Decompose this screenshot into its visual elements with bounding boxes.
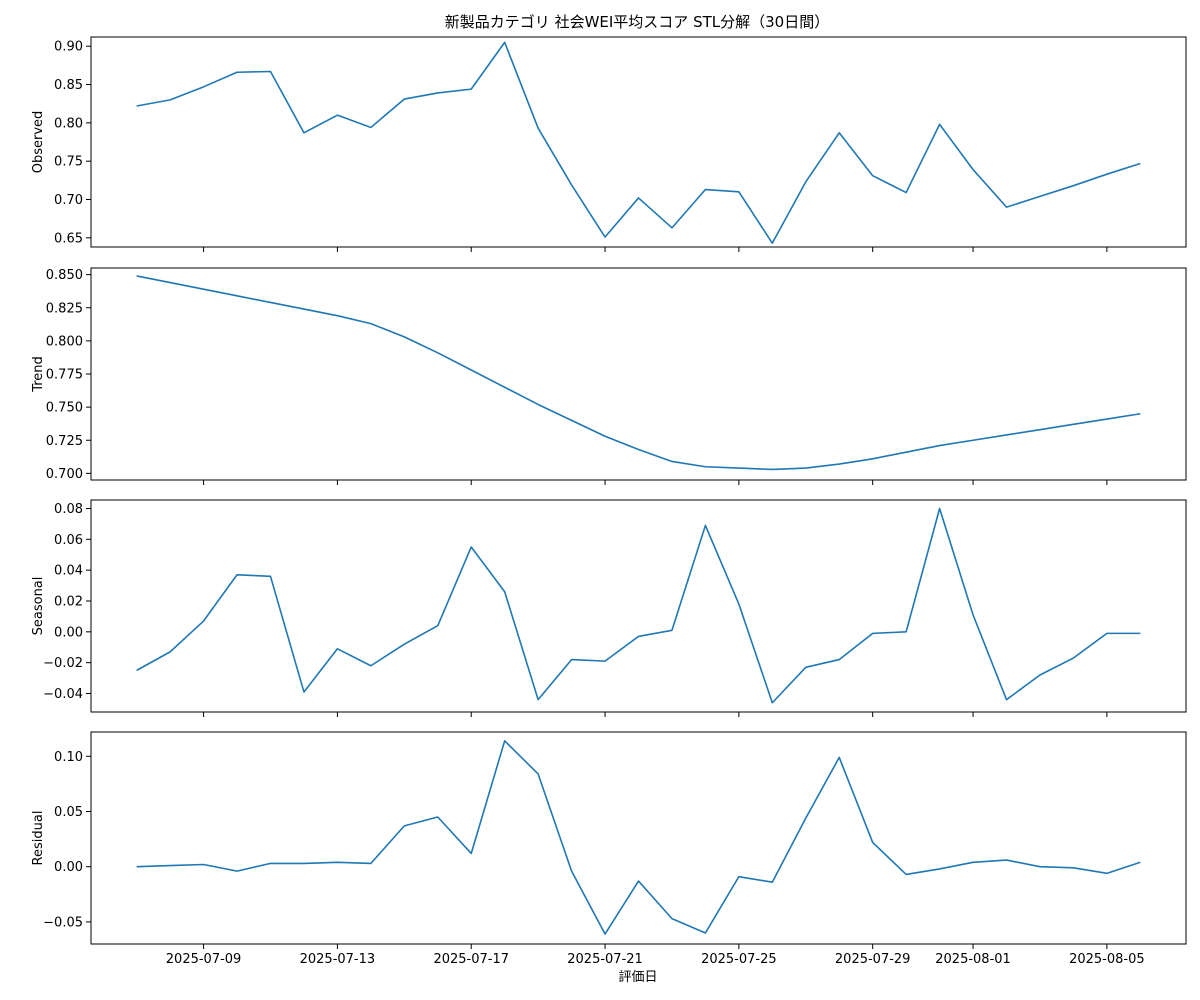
y-tick-label: 0.08 — [54, 502, 83, 517]
panel-frame — [90, 731, 1187, 945]
panel-frame — [90, 499, 1187, 713]
y-tick-label: 0.850 — [46, 268, 83, 283]
panel-frame — [90, 36, 1187, 248]
series-line-trend — [136, 275, 1141, 471]
y-tick-label: 0.90 — [54, 40, 83, 55]
x-tick-label: 2025-08-05 — [1069, 952, 1145, 967]
y-tick-label: 0.65 — [54, 231, 83, 246]
y-tick-label: 0.04 — [54, 564, 83, 579]
y-tick-label: 0.775 — [46, 368, 83, 383]
y-axis-label-seasonal: Seasonal — [31, 577, 46, 636]
y-tick-label: 0.825 — [46, 301, 83, 316]
y-tick-label: 0.750 — [46, 401, 83, 416]
y-tick-label: −0.04 — [43, 687, 83, 702]
y-axis-label-trend: Trend — [31, 356, 46, 393]
y-tick-label: 0.700 — [46, 467, 83, 482]
chart-title: 新製品カテゴリ 社会WEI平均スコア STL分解（30日間） — [445, 13, 829, 31]
x-tick-label: 2025-07-21 — [567, 952, 643, 967]
panel-observed: 0.65 0.70 0.75 0.80 0.85 0.90 Observed — [31, 36, 1187, 252]
x-tick-label: 2025-08-01 — [935, 952, 1011, 967]
y-tick-label: 0.70 — [54, 193, 83, 208]
x-tick-label: 2025-07-17 — [433, 952, 509, 967]
series-line-seasonal — [136, 507, 1141, 704]
y-tick-label: −0.05 — [43, 915, 83, 930]
y-tick-label: 0.06 — [54, 533, 83, 548]
y-axis-label-observed: Observed — [31, 111, 46, 174]
y-axis-label-residual: Residual — [31, 811, 46, 866]
series-line-residual — [136, 740, 1141, 935]
x-tick-label: 2025-07-13 — [300, 952, 376, 967]
panel-trend: 0.700 0.725 0.750 0.775 0.800 0.825 0.850 Trend — [31, 267, 1187, 485]
x-tick-label: 2025-07-25 — [701, 952, 777, 967]
y-tick-label: 0.00 — [54, 625, 83, 640]
y-tick-label: 0.05 — [54, 805, 83, 820]
y-tick-label: 0.80 — [54, 116, 83, 131]
y-tick-label: 0.00 — [54, 860, 83, 875]
x-tick-label: 2025-07-09 — [166, 952, 242, 967]
panel-residual: −0.05 0.00 0.05 0.10 2025-07-09 2025-07-13 202… — [31, 731, 1187, 967]
y-tick-label: 0.725 — [46, 434, 83, 449]
y-tick-label: 0.800 — [46, 334, 83, 349]
series-line-observed — [136, 41, 1141, 244]
x-axis-label: 評価日 — [618, 970, 657, 985]
y-tick-label: 0.10 — [54, 750, 83, 765]
y-tick-label: −0.02 — [43, 656, 83, 671]
panel-seasonal: −0.04 −0.02 0.00 0.02 0.04 0.06 0.08 Seasonal — [31, 499, 1187, 717]
y-tick-label: 0.02 — [54, 594, 83, 609]
x-tick-label: 2025-07-29 — [835, 952, 911, 967]
y-tick-label: 0.85 — [54, 78, 83, 93]
y-tick-label: 0.75 — [54, 155, 83, 170]
